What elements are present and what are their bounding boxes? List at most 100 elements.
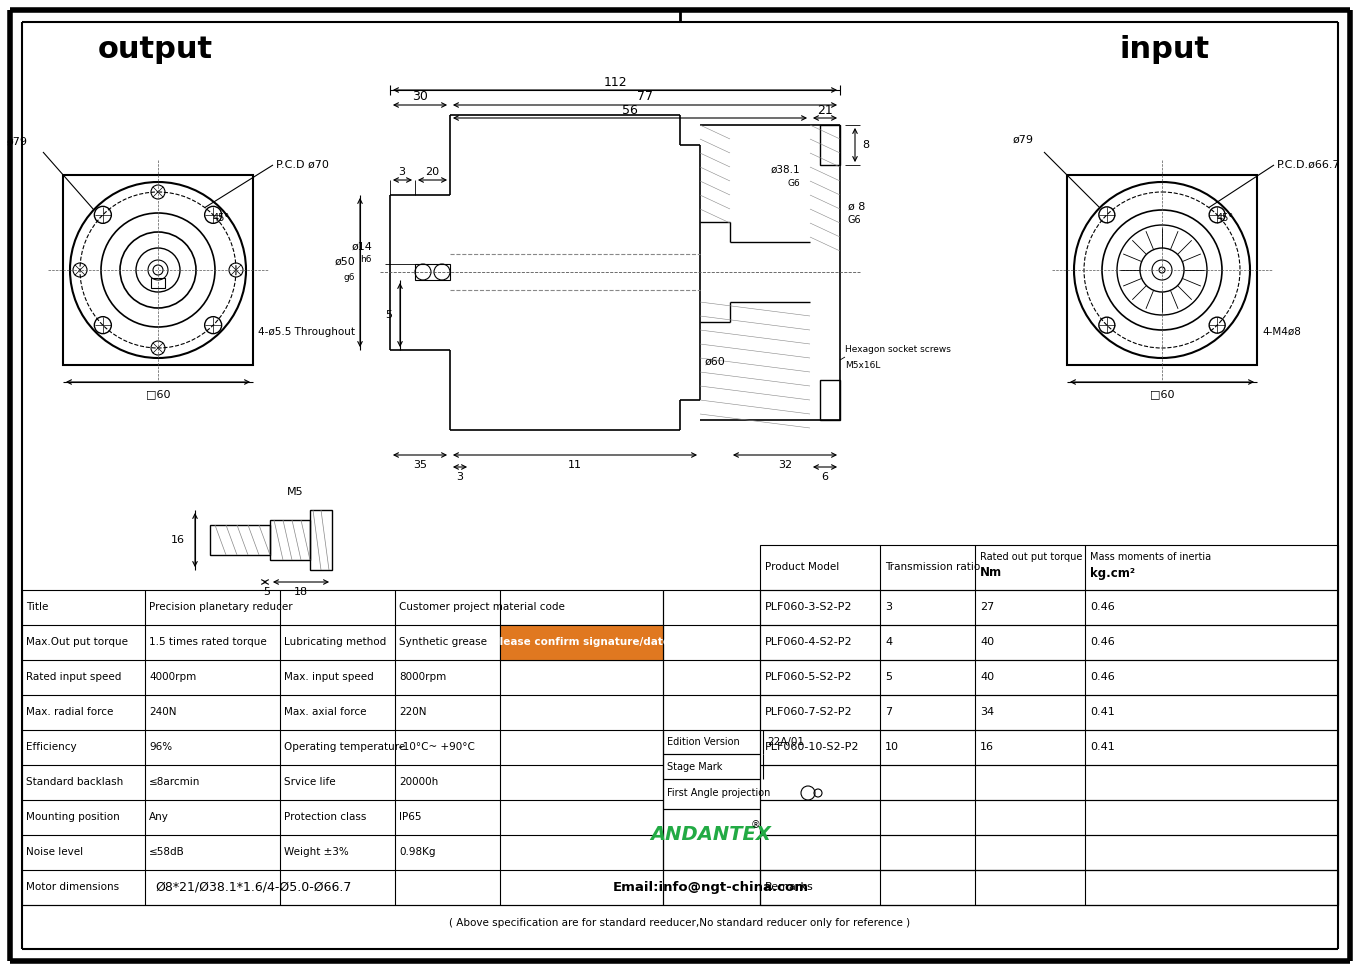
Text: 16: 16 xyxy=(171,535,185,545)
Text: ø79: ø79 xyxy=(7,137,29,147)
Text: -10°C~ +90°C: -10°C~ +90°C xyxy=(398,742,475,752)
Text: 22A/01: 22A/01 xyxy=(767,737,804,747)
Text: 45°: 45° xyxy=(214,213,230,223)
Text: ANDANTEX: ANDANTEX xyxy=(650,824,771,844)
Text: IP65: IP65 xyxy=(398,812,422,822)
Text: 4: 4 xyxy=(885,637,892,647)
Text: ø14: ø14 xyxy=(351,242,373,252)
Text: 7: 7 xyxy=(885,707,892,717)
Text: Nm: Nm xyxy=(981,566,1002,580)
Text: ø 8: ø 8 xyxy=(849,202,865,212)
Bar xyxy=(760,870,1338,905)
Text: PLF060-7-S2-P2: PLF060-7-S2-P2 xyxy=(764,707,853,717)
Text: 3: 3 xyxy=(885,602,892,612)
Text: P.C.D.ø66.7: P.C.D.ø66.7 xyxy=(1277,160,1341,170)
Text: Mounting position: Mounting position xyxy=(26,812,120,822)
Text: Operating temperature: Operating temperature xyxy=(284,742,405,752)
Text: output: output xyxy=(98,36,212,64)
Text: Efficiency: Efficiency xyxy=(26,742,76,752)
Bar xyxy=(760,660,1338,695)
Bar xyxy=(820,125,840,165)
Bar xyxy=(760,870,1338,905)
Text: 0.41: 0.41 xyxy=(1089,707,1115,717)
Text: Title: Title xyxy=(26,602,49,612)
Text: 4000rpm: 4000rpm xyxy=(150,672,196,682)
Text: 45°: 45° xyxy=(1217,213,1234,223)
Text: 20000h: 20000h xyxy=(398,777,438,787)
Text: ø60: ø60 xyxy=(704,357,726,367)
Text: 10: 10 xyxy=(885,742,899,752)
Bar xyxy=(760,545,1338,590)
Bar xyxy=(820,380,840,420)
Text: ø38.1: ø38.1 xyxy=(770,165,800,175)
Bar xyxy=(760,625,1338,660)
Text: Product Model: Product Model xyxy=(764,562,839,572)
Text: Synthetic grease: Synthetic grease xyxy=(398,637,487,647)
Bar xyxy=(664,870,760,905)
Text: Any: Any xyxy=(150,812,169,822)
Text: Customer project material code: Customer project material code xyxy=(398,602,564,612)
Bar xyxy=(209,525,271,555)
Text: Max.Out put torque: Max.Out put torque xyxy=(26,637,128,647)
Bar xyxy=(415,264,450,280)
Text: 27: 27 xyxy=(981,602,994,612)
Text: Please confirm signature/date: Please confirm signature/date xyxy=(492,637,670,647)
Text: 18: 18 xyxy=(294,587,309,597)
Text: Rated input speed: Rated input speed xyxy=(26,672,121,682)
Text: 40: 40 xyxy=(981,672,994,682)
Text: ø79: ø79 xyxy=(1013,135,1034,145)
Text: 5: 5 xyxy=(885,672,892,682)
Text: 4-M4ø8: 4-M4ø8 xyxy=(1262,327,1302,337)
Bar xyxy=(500,625,664,660)
Text: Lubricating method: Lubricating method xyxy=(284,637,386,647)
Bar xyxy=(760,765,1338,800)
Text: 112: 112 xyxy=(604,76,627,88)
Text: 0.98Kg: 0.98Kg xyxy=(398,847,435,857)
Text: PLF060-10-S2-P2: PLF060-10-S2-P2 xyxy=(764,742,860,752)
Text: 20: 20 xyxy=(424,167,439,177)
Text: 0.46: 0.46 xyxy=(1089,602,1115,612)
Text: M5x16L: M5x16L xyxy=(845,360,880,370)
Text: 3: 3 xyxy=(398,167,405,177)
Text: h6: h6 xyxy=(360,255,373,264)
Text: 3: 3 xyxy=(457,472,464,482)
Text: 21: 21 xyxy=(817,104,832,117)
Text: 0.46: 0.46 xyxy=(1089,672,1115,682)
Text: Remarks: Remarks xyxy=(764,882,813,892)
Text: G6: G6 xyxy=(787,179,800,187)
Text: Weight ±3%: Weight ±3% xyxy=(284,847,348,857)
Text: 6: 6 xyxy=(821,472,828,482)
Bar xyxy=(760,800,1338,835)
Text: Transmission ratio: Transmission ratio xyxy=(885,562,981,572)
Bar xyxy=(760,730,1338,765)
Text: M5: M5 xyxy=(287,487,303,497)
Text: Standard backlash: Standard backlash xyxy=(26,777,124,787)
Text: P.C.D ø70: P.C.D ø70 xyxy=(276,160,329,170)
Text: 1.5 times rated torque: 1.5 times rated torque xyxy=(150,637,267,647)
Text: Precision planetary reducer: Precision planetary reducer xyxy=(150,602,292,612)
Text: ( Above specification are for standard reeducer,No standard reducer only for ref: ( Above specification are for standard r… xyxy=(449,918,911,928)
Bar xyxy=(760,695,1338,730)
Text: □60: □60 xyxy=(1149,389,1174,399)
Text: PLF060-5-S2-P2: PLF060-5-S2-P2 xyxy=(764,672,853,682)
Bar xyxy=(310,510,332,570)
Text: ®: ® xyxy=(751,820,760,830)
Text: G6: G6 xyxy=(849,215,862,225)
Text: Hexagon socket screws: Hexagon socket screws xyxy=(845,346,951,354)
Text: Rated out put torque: Rated out put torque xyxy=(981,552,1083,562)
Text: Ø8*21/Ø38.1*1.6/4-Ø5.0-Ø66.7: Ø8*21/Ø38.1*1.6/4-Ø5.0-Ø66.7 xyxy=(155,881,351,893)
Text: PLF060-4-S2-P2: PLF060-4-S2-P2 xyxy=(764,637,853,647)
Text: Max. input speed: Max. input speed xyxy=(284,672,374,682)
Bar xyxy=(760,835,1338,870)
Text: 0.46: 0.46 xyxy=(1089,637,1115,647)
Text: 96%: 96% xyxy=(150,742,173,752)
Bar xyxy=(1068,175,1257,365)
Text: Noise level: Noise level xyxy=(26,847,83,857)
Bar xyxy=(664,809,760,870)
Text: Protection class: Protection class xyxy=(284,812,366,822)
Bar xyxy=(664,754,760,779)
Bar xyxy=(664,730,760,754)
Text: 11: 11 xyxy=(568,460,582,470)
Text: ø50: ø50 xyxy=(335,257,355,267)
Text: First Angle projection: First Angle projection xyxy=(666,788,770,798)
